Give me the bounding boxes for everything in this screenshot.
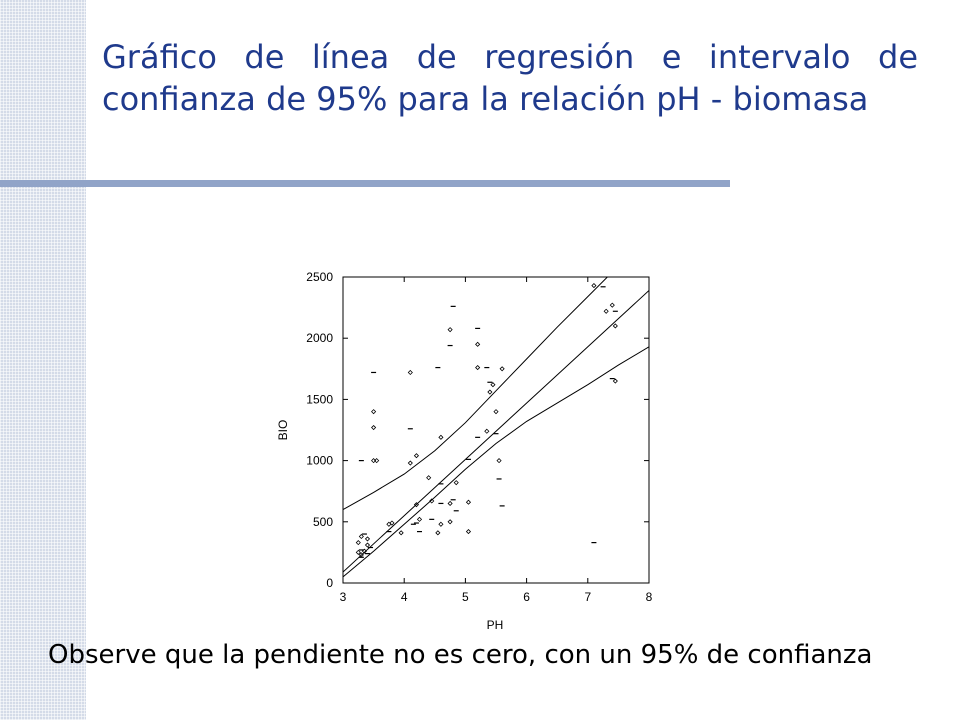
- data-point-diamond: [355, 540, 361, 546]
- data-point-diamond: [358, 533, 364, 540]
- data-point-diamond: [438, 521, 444, 527]
- slide-title: Gráfico de línea de regresión e interval…: [102, 38, 918, 118]
- data-point-diamond: [493, 409, 499, 415]
- x-tick-label: 5: [462, 590, 469, 604]
- data-point-diamond: [487, 389, 493, 395]
- data-point-diamond: [429, 498, 435, 504]
- ci-lower-curve: [343, 346, 649, 578]
- decorative-side-band: [0, 0, 86, 720]
- data-point-diamond: [389, 520, 395, 526]
- x-tick-label: 7: [584, 590, 591, 604]
- data-point-diamond: [447, 500, 453, 507]
- title-underline-rule: [0, 180, 730, 187]
- data-point-diamond: [374, 458, 380, 464]
- data-point-diamond: [496, 458, 502, 464]
- y-tick-label: 2000: [306, 331, 333, 345]
- data-point-diamond: [407, 460, 413, 466]
- data-point-diamond: [612, 323, 618, 329]
- data-point-diamond: [490, 382, 496, 388]
- y-tick-label: 0: [326, 576, 333, 590]
- data-point-diamond: [371, 424, 377, 431]
- x-tick-label: 8: [646, 590, 653, 604]
- data-point-diamond: [484, 428, 490, 434]
- data-point-diamond: [447, 327, 453, 333]
- data-point-diamond: [591, 283, 597, 289]
- data-point-diamond: [465, 529, 472, 535]
- regression-curves: [343, 277, 649, 578]
- y-tick-label: 1500: [306, 392, 333, 406]
- ci-upper-curve: [343, 277, 609, 511]
- data-point-diamond: [355, 549, 361, 555]
- data-point-diamond: [612, 378, 618, 384]
- data-point-diamond: [413, 453, 420, 459]
- y-tick-label: 1000: [306, 454, 333, 468]
- data-point-diamond: [364, 536, 371, 542]
- data-point-diamond: [371, 409, 377, 415]
- axis-ticks: 3 4 5 6 7 8 0 500 1000 1500 2000 2500: [306, 270, 652, 604]
- y-tick-label: 500: [313, 515, 333, 529]
- regression-line: [343, 290, 649, 573]
- x-tick-label: 6: [523, 590, 530, 604]
- data-point-diamond: [453, 480, 459, 486]
- data-point-diamond: [603, 308, 609, 314]
- slide-caption: Observe que la pendiente no es cero, con…: [48, 640, 873, 670]
- data-point-diamond: [398, 530, 404, 536]
- data-point-diamond: [416, 516, 423, 522]
- data-point-diamond: [364, 542, 371, 548]
- data-point-diamond: [475, 365, 481, 371]
- data-point-diamond: [438, 434, 444, 440]
- data-point-diamond: [447, 519, 453, 525]
- data-point-diamond: [465, 499, 472, 505]
- data-point-diamond: [435, 530, 441, 536]
- plot-frame: [342, 276, 650, 584]
- x-tick-label: 3: [340, 590, 347, 604]
- data-point-diamond: [475, 341, 481, 347]
- data-points: [355, 283, 618, 558]
- data-point-diamond: [426, 475, 432, 481]
- x-axis-label: PH: [487, 618, 504, 632]
- data-point-diamond: [609, 302, 615, 308]
- y-axis-label: BIO: [276, 420, 290, 441]
- x-tick-label: 4: [401, 590, 408, 604]
- data-point-diamond: [413, 502, 420, 508]
- data-point-diamond: [407, 369, 413, 376]
- y-tick-label: 2500: [306, 270, 333, 284]
- data-point-diamond: [499, 366, 505, 372]
